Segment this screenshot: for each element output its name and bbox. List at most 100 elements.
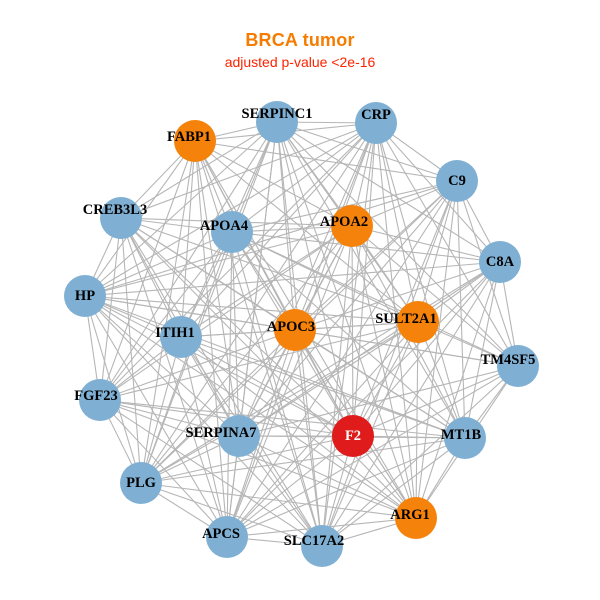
network-node-slc17a2[interactable]: SLC17A2: [284, 525, 344, 567]
network-edge: [84, 295, 240, 437]
network-node-serpinc1[interactable]: SERPINC1: [242, 101, 313, 143]
node-label: SERPINA7: [186, 425, 257, 441]
network-edge: [99, 399, 417, 519]
network-edge: [352, 365, 519, 437]
network-edge: [99, 122, 377, 401]
network-node-apoc3[interactable]: APOC3: [267, 309, 316, 351]
node-circle[interactable]: [395, 497, 437, 539]
node-label: MT1B: [441, 427, 482, 443]
network-edge: [120, 217, 323, 547]
node-circle[interactable]: [100, 197, 142, 239]
node-circle[interactable]: [355, 102, 397, 144]
network-edge: [180, 336, 354, 437]
network-edge: [84, 261, 501, 297]
network-node-arg1[interactable]: ARG1: [390, 497, 437, 539]
network-edge: [321, 365, 519, 547]
network-edge: [194, 140, 228, 538]
network-node-apcs[interactable]: APCS: [202, 516, 248, 558]
network-edge: [352, 321, 419, 437]
node-circle[interactable]: [256, 101, 298, 143]
node-circle[interactable]: [218, 415, 260, 457]
node-label: CRP: [361, 107, 391, 123]
node-circle[interactable]: [479, 241, 521, 283]
network-edge: [99, 399, 466, 439]
network-node-plg[interactable]: PLG: [120, 462, 162, 504]
network-edge: [84, 122, 377, 297]
node-circle[interactable]: [497, 345, 539, 387]
network-edge: [84, 225, 353, 297]
network-node-mt1b[interactable]: MT1B: [441, 417, 486, 459]
network-node-fabp1[interactable]: FABP1: [167, 120, 216, 162]
node-circle[interactable]: [436, 160, 478, 202]
network-edge: [84, 231, 233, 297]
network-node-fgf23[interactable]: FGF23: [74, 379, 121, 421]
network-edge: [140, 321, 419, 484]
node-label: SULT2A1: [375, 311, 437, 327]
network-edge: [99, 399, 228, 538]
network-node-serpina7[interactable]: SERPINA7: [186, 415, 260, 457]
node-circle[interactable]: [160, 316, 202, 358]
node-circle[interactable]: [120, 462, 162, 504]
network-node-apoa4[interactable]: APOA4: [200, 211, 253, 253]
network-edge: [276, 121, 296, 331]
node-circle[interactable]: [397, 301, 439, 343]
network-node-crp[interactable]: CRP: [355, 102, 397, 144]
network-edge: [294, 329, 466, 439]
node-circle[interactable]: [64, 275, 106, 317]
network-edge: [321, 437, 466, 547]
node-label: APCS: [202, 526, 240, 542]
page-subtitle: adjusted p-value <2e-16: [224, 54, 376, 70]
network-edge: [84, 121, 278, 297]
network-edge: [140, 122, 377, 484]
node-circle[interactable]: [79, 379, 121, 421]
network-edge: [99, 399, 240, 437]
node-label: TM4SF5: [481, 352, 536, 368]
network-edge: [194, 140, 353, 227]
network-edge: [180, 336, 417, 519]
network-edge: [99, 329, 296, 401]
network-edge: [140, 231, 233, 484]
node-circle[interactable]: [301, 525, 343, 567]
node-label: APOA2: [320, 214, 368, 230]
node-circle[interactable]: [332, 415, 374, 457]
node-circle[interactable]: [331, 205, 373, 247]
network-edge: [294, 261, 501, 331]
network-edge: [294, 180, 458, 331]
network-edge: [226, 437, 466, 538]
network-node-itih1[interactable]: ITIH1: [155, 316, 202, 358]
network-node-apoa2[interactable]: APOA2: [320, 205, 373, 247]
network-node-f2[interactable]: F2: [332, 415, 374, 457]
node-label: ITIH1: [155, 325, 195, 341]
node-label: APOC3: [267, 319, 315, 335]
network-edge: [375, 122, 501, 263]
network-edge: [231, 231, 519, 367]
network-node-c9[interactable]: C9: [436, 160, 478, 202]
node-circle[interactable]: [174, 120, 216, 162]
node-label: PLG: [126, 475, 156, 491]
node-circle[interactable]: [211, 211, 253, 253]
network-edge: [140, 482, 417, 519]
network-edge: [194, 140, 458, 182]
network-edge: [238, 435, 417, 519]
network-edge: [238, 365, 519, 437]
node-label: CREB3L3: [83, 202, 147, 218]
node-circle[interactable]: [206, 516, 248, 558]
network-edge: [375, 122, 519, 367]
node-circle[interactable]: [444, 417, 486, 459]
network-node-sult2a1[interactable]: SULT2A1: [375, 301, 439, 343]
network-edge: [294, 329, 323, 547]
network-node-creb3l3[interactable]: CREB3L3: [83, 197, 147, 239]
node-circle[interactable]: [274, 309, 316, 351]
node-label: C8A: [486, 254, 515, 270]
network-edge: [351, 225, 519, 367]
node-label: HP: [75, 288, 95, 304]
network-node-c8a[interactable]: C8A: [479, 241, 521, 283]
network-edge: [276, 121, 458, 182]
network-edge: [180, 140, 196, 338]
network-node-hp[interactable]: HP: [64, 275, 106, 317]
network-edge: [415, 180, 458, 519]
network-node-tm4sf5[interactable]: TM4SF5: [481, 345, 539, 387]
network-edge: [140, 329, 296, 484]
network-edge: [352, 122, 377, 437]
